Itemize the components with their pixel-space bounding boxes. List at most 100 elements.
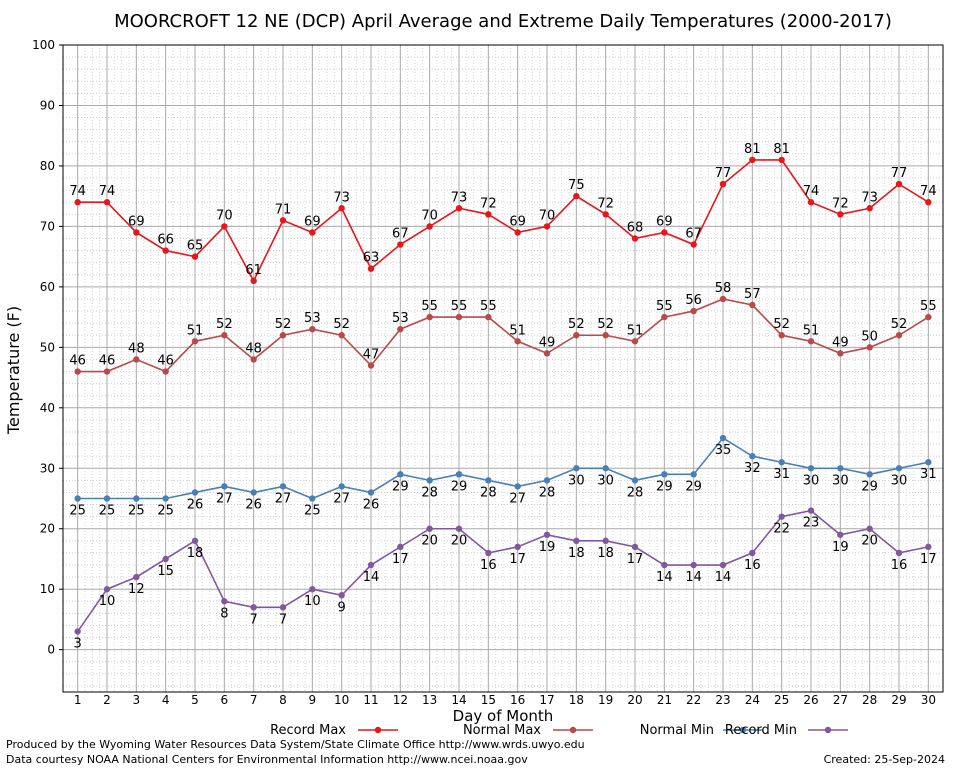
- x-tick-label: 13: [422, 693, 437, 707]
- data-label: 48: [245, 341, 262, 356]
- data-label: 20: [421, 534, 438, 549]
- x-tick-label: 29: [891, 693, 906, 707]
- data-point: [133, 495, 140, 502]
- data-point: [749, 549, 756, 557]
- x-tick-label: 26: [803, 693, 818, 707]
- data-label: 72: [597, 196, 614, 211]
- data-point: [573, 537, 580, 545]
- data-point: [485, 549, 492, 557]
- y-tick-label: 50: [40, 340, 55, 354]
- data-point: [925, 199, 932, 206]
- grid: [63, 44, 943, 692]
- data-point: [514, 543, 521, 551]
- data-point: [543, 223, 551, 230]
- data-point: [455, 313, 463, 321]
- data-label: 51: [509, 323, 526, 338]
- data-point: [221, 483, 228, 490]
- data-point: [778, 156, 785, 164]
- data-point: [309, 325, 316, 333]
- data-point: [309, 495, 316, 502]
- data-label: 69: [656, 214, 673, 229]
- data-point: [279, 217, 287, 224]
- data-label: 50: [861, 329, 878, 344]
- data-point: [631, 235, 639, 242]
- x-tick-label: 21: [657, 693, 672, 707]
- data-point: [250, 277, 257, 285]
- data-point: [807, 465, 815, 472]
- data-point: [690, 561, 697, 569]
- footer-produced-by: Produced by the Wyoming Water Resources …: [6, 738, 585, 751]
- data-point: [895, 180, 903, 188]
- data-point: [397, 543, 404, 551]
- data-point: [778, 332, 785, 339]
- data-point: [925, 313, 932, 321]
- data-point: [690, 241, 697, 248]
- data-label: 74: [69, 184, 86, 199]
- legend-label: Record Min: [725, 723, 797, 738]
- data-label: 17: [920, 552, 937, 567]
- data-point: [719, 561, 727, 569]
- data-label: 46: [157, 354, 174, 369]
- data-label: 18: [597, 546, 614, 561]
- data-label: 65: [187, 239, 204, 254]
- data-point: [338, 483, 345, 490]
- data-label: 53: [392, 311, 409, 326]
- legend-marker: [824, 726, 832, 734]
- data-label: 29: [685, 479, 702, 494]
- data-label: 73: [451, 190, 468, 205]
- x-tick-label: 10: [334, 693, 349, 707]
- x-tick-label: 7: [250, 693, 258, 707]
- data-label: 68: [627, 220, 644, 235]
- data-point: [543, 531, 551, 538]
- data-label: 20: [451, 534, 468, 549]
- data-label: 74: [920, 184, 937, 199]
- series-line: [77, 436, 929, 500]
- data-label: 52: [773, 317, 790, 332]
- data-label: 46: [99, 354, 116, 369]
- data-point: [367, 265, 375, 272]
- series-record-min: 3 10 12 15 18 8 7 7 10 9 14 17 20 20 16 17 19 18 18 17 14 14 1…: [74, 507, 937, 652]
- data-label: 69: [509, 214, 526, 229]
- data-label: 48: [128, 341, 145, 356]
- data-point: [719, 295, 727, 303]
- data-label: 10: [99, 594, 116, 609]
- data-point: [338, 205, 345, 212]
- legend-label: Normal Max: [463, 723, 541, 738]
- x-tick-label: 25: [774, 693, 789, 707]
- data-label: 81: [744, 142, 761, 157]
- data-point: [426, 477, 433, 484]
- data-point: [103, 199, 111, 206]
- data-point: [221, 332, 228, 339]
- x-tick-label: 28: [862, 693, 877, 707]
- series-normal-max: 46 46 48 46 51 52 48 52 53 52 47 53 55 55 55 51 49 52 52 51…: [69, 281, 937, 375]
- data-point: [485, 313, 492, 321]
- x-tick-label: 5: [191, 693, 199, 707]
- data-point: [455, 525, 463, 532]
- data-point: [837, 465, 844, 472]
- data-point: [191, 338, 199, 345]
- data-label: 7: [250, 612, 258, 627]
- data-point: [426, 313, 433, 321]
- y-tick-label: 10: [40, 582, 55, 596]
- x-tick-label: 14: [451, 693, 466, 707]
- data-label: 75: [568, 178, 585, 193]
- data-label: 16: [891, 558, 908, 573]
- data-point: [103, 586, 111, 593]
- data-point: [426, 223, 433, 230]
- data-label: 15: [157, 564, 174, 579]
- data-label: 52: [275, 317, 292, 332]
- data-label: 28: [539, 485, 556, 500]
- data-point: [866, 344, 873, 351]
- data-label: 52: [216, 317, 233, 332]
- data-label: 19: [832, 540, 849, 555]
- x-axis-label: Day of Month: [453, 707, 554, 725]
- data-label: 74: [99, 184, 116, 199]
- data-point: [866, 525, 873, 532]
- legend-marker: [569, 726, 577, 734]
- legend-label: Record Max: [270, 723, 346, 738]
- data-point: [837, 211, 844, 218]
- x-tick-label: 22: [686, 693, 701, 707]
- data-label: 30: [803, 473, 820, 488]
- data-label: 66: [157, 233, 174, 248]
- x-tick-label: 23: [715, 693, 730, 707]
